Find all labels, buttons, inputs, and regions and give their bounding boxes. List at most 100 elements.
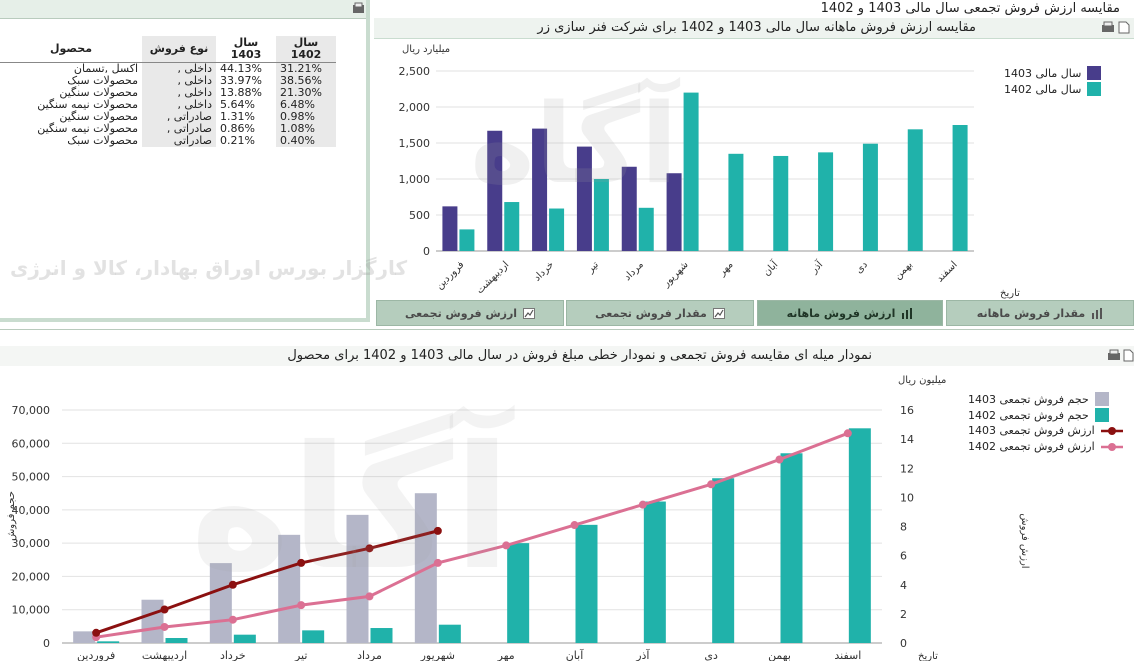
x-tick-label: مرداد — [622, 259, 646, 283]
tab-monthly-value[interactable]: ارزش فروش ماهانه — [757, 300, 943, 326]
bar-cumulative-1402 — [848, 428, 871, 643]
y-axis-label: حجم فروش — [6, 491, 17, 541]
y-tick-label: 50,000 — [12, 471, 51, 484]
y2-tick-label: 12 — [900, 462, 914, 475]
export-icon[interactable] — [352, 2, 366, 15]
export-file-icon[interactable] — [1118, 21, 1130, 34]
table-cell-type: داخلی , — [142, 75, 216, 87]
point-1403 — [160, 605, 169, 614]
legend-item[interactable]: سال مالی 1402 — [1004, 82, 1102, 96]
tab-cumulative-quantity[interactable]: مقدار فروش تجمعی — [566, 300, 754, 326]
col-header-sale-type[interactable]: نوع فروش — [142, 36, 216, 63]
y-tick-label: 2,500 — [399, 65, 431, 78]
tab-monthly-quantity[interactable]: مقدار فروش ماهانه — [946, 300, 1134, 326]
bar-1402 — [593, 179, 609, 251]
bar-1402 — [638, 207, 654, 251]
table-row[interactable]: 0.40% 0.21% صادراتی محصولات سبک — [0, 135, 336, 147]
col-header-product[interactable]: محصول — [0, 36, 142, 63]
print-icon[interactable] — [1107, 349, 1121, 362]
y-tick-label: 30,000 — [12, 537, 51, 550]
table-cell-type: داخلی , — [142, 87, 216, 99]
table-cell-type: صادراتی — [142, 135, 216, 147]
watermark-text: کارگزار بورس اوراق بهادار، کالا و انرژی — [10, 256, 408, 280]
legend-swatch — [1094, 408, 1109, 422]
point-1402 — [365, 592, 374, 601]
table-row[interactable]: 1.08% 0.86% صادراتی , محصولات نیمه سنگین — [0, 123, 336, 135]
line-1402 — [95, 431, 849, 639]
y-tick-label: 20,000 — [12, 570, 51, 583]
bar-chart-icon — [1092, 307, 1103, 319]
point-1403 — [433, 526, 442, 535]
tab-label: مقدار فروش تجمعی — [595, 306, 707, 320]
x-tick-label: آذر — [635, 648, 650, 661]
print-icon[interactable] — [1101, 21, 1115, 34]
bar-1403 — [442, 206, 458, 251]
legend-item[interactable]: حجم فروش تجمعی 1402 — [968, 408, 1109, 422]
point-1403 — [92, 628, 101, 637]
watermark-logo: آگاه — [190, 410, 512, 608]
legend-label: حجم فروش تجمعی 1402 — [968, 408, 1089, 422]
legend-label: ارزش فروش تجمعی 1403 — [968, 424, 1095, 437]
legend-swatch — [1087, 82, 1102, 96]
table-cell-v1402: 38.56% — [276, 75, 336, 87]
point-1403 — [297, 558, 306, 567]
table-row[interactable]: 31.21% 44.13% داخلی , اکسل ,تسمان — [0, 62, 336, 75]
y2-unit-label: میلیون ریال — [898, 375, 946, 386]
bar-cumulative-1402 — [165, 638, 188, 643]
bar-1402 — [907, 129, 923, 251]
tab-cumulative-value[interactable]: ارزش فروش تجمعی — [376, 300, 564, 326]
x-tick-label: بهمن — [892, 259, 914, 281]
legend-item[interactable]: سال مالی 1403 — [1004, 66, 1102, 80]
y-axis-label: میلیارد ریال — [402, 44, 450, 55]
x-tick-label: شهریور — [420, 649, 455, 661]
x-tick-label: آذر — [807, 257, 826, 276]
point-1402 — [707, 480, 716, 489]
bar-1402 — [549, 208, 565, 251]
y2-tick-label: 8 — [900, 521, 907, 534]
bar-cumulative-1402 — [302, 630, 325, 643]
divider — [0, 329, 1134, 330]
point-1402 — [228, 615, 237, 624]
y2-tick-label: 4 — [900, 579, 907, 592]
legend-label: سال مالی 1402 — [1004, 82, 1082, 96]
table-row[interactable]: 21.30% 13.88% داخلی , محصولات سنگین — [0, 87, 336, 99]
panel-header — [0, 346, 1134, 366]
point-1403 — [365, 544, 374, 553]
point-1402 — [638, 500, 647, 509]
bar-1402 — [728, 153, 744, 251]
tab-label: ارزش فروش تجمعی — [404, 306, 518, 320]
legend-item[interactable]: ارزش فروش تجمعی 1403 — [968, 424, 1123, 437]
bar-cumulative-1402 — [780, 453, 803, 643]
x-tick-label: اردیبهشت — [142, 649, 187, 661]
y-tick-label: 0 — [43, 637, 50, 650]
table-cell-v1403: 1.31% — [220, 110, 255, 123]
bar-1402 — [818, 152, 834, 251]
table-row[interactable]: 0.98% 1.31% صادراتی , محصولات سنگین — [0, 111, 336, 123]
y2-tick-label: 16 — [900, 404, 914, 417]
monthly-chart-panel: مقایسه ارزش فروش ماهانه سال مالی 1403 و … — [374, 18, 1134, 300]
col-header-1402[interactable]: سال 1402 — [276, 36, 336, 63]
x-tick-label: مهر — [716, 259, 735, 278]
x-tick-label: فروردین — [77, 649, 115, 661]
line-1403 — [95, 529, 439, 635]
legend-item[interactable]: ارزش فروش تجمعی 1402 — [968, 440, 1123, 453]
col-header-1403[interactable]: سال 1403 — [216, 36, 276, 63]
bar-1403 — [576, 146, 592, 251]
bar-cumulative-1402 — [575, 524, 598, 643]
table-cell-type: صادراتی , — [142, 123, 216, 135]
table-panel-title: مقایسه ارزش فروش تجمعی سال مالی 1403 و 1… — [820, 1, 1120, 16]
bottom-chart-title: نمودار میله ای مقایسه فروش تجمعی و نمودا… — [287, 348, 872, 363]
legend-swatch — [1094, 392, 1109, 406]
monthly-chart-title: مقایسه ارزش فروش ماهانه سال مالی 1403 و … — [537, 20, 976, 35]
y2-axis-label: ارزش فروش — [1019, 513, 1030, 568]
legend-item[interactable]: حجم فروش تجمعی 1403 — [968, 392, 1109, 406]
x-tick-label: تیر — [294, 649, 307, 661]
table-row[interactable]: 6.48% 5.64% داخلی , محصولات نیمه سنگین — [0, 99, 336, 111]
y-tick-label: 0 — [423, 245, 430, 258]
y-tick-label: 2,000 — [399, 101, 431, 114]
sales-share-table: سال 1402 سال 1403 نوع فروش محصول 31.21% 4… — [0, 36, 336, 147]
table-row[interactable]: 38.56% 33.97% داخلی , محصولات سبک — [0, 75, 336, 87]
export-file-icon[interactable] — [1123, 349, 1134, 362]
x-tick-label: تیر — [585, 259, 602, 276]
table-cell-product: اکسل ,تسمان — [73, 62, 138, 75]
